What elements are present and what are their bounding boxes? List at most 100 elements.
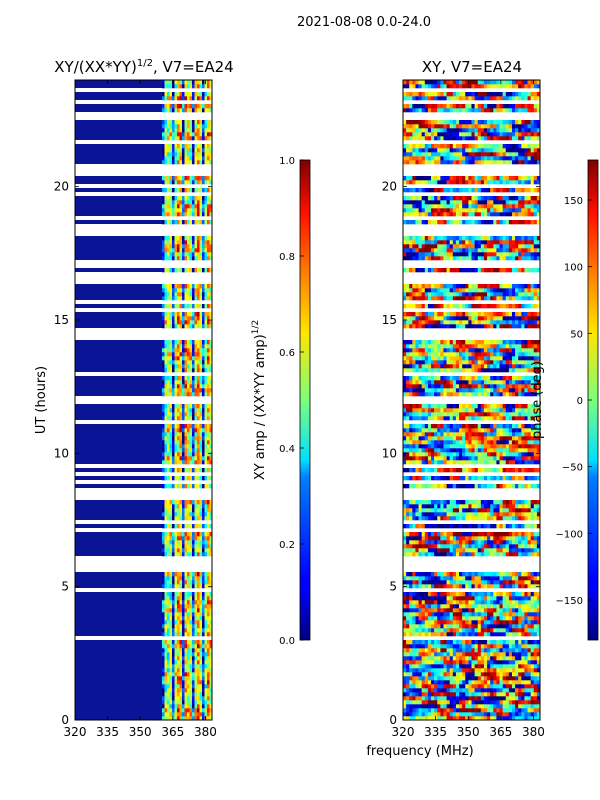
phase-cell <box>412 552 416 557</box>
amplitude-cell <box>184 600 188 605</box>
phase-cell <box>446 532 450 537</box>
amplitude-cell <box>166 644 170 649</box>
amplitude-cell <box>161 684 165 689</box>
phase-cell <box>459 648 463 653</box>
amplitude-cell <box>199 524 203 529</box>
amplitude-cell <box>75 340 162 344</box>
phase-cell <box>424 448 429 453</box>
amplitude-cell <box>166 708 170 713</box>
amplitude-cell <box>207 600 210 605</box>
amplitude-cell <box>197 444 200 449</box>
phase-cell <box>443 672 447 677</box>
amplitude-cell <box>166 128 170 133</box>
phase-cell <box>462 536 466 541</box>
phase-cell <box>415 460 419 465</box>
phase-cell <box>434 476 438 481</box>
phase-cell <box>455 652 460 657</box>
phase-cell <box>418 444 422 449</box>
amplitude-cell <box>207 144 210 149</box>
phase-cell <box>415 612 419 617</box>
phase-cell <box>477 640 482 645</box>
amplitude-cell <box>189 544 193 549</box>
phase-cell <box>424 460 429 465</box>
phase-cell <box>487 628 491 633</box>
phase-cell <box>403 436 407 441</box>
phase-cell <box>474 684 479 689</box>
amplitude-cell <box>164 324 168 329</box>
amplitude-cell <box>181 508 185 513</box>
amplitude-cell <box>202 460 205 465</box>
amplitude-cell <box>209 476 213 481</box>
phase-cell <box>424 612 429 617</box>
amplitude-cell <box>209 584 213 589</box>
amplitude-cell <box>176 212 180 217</box>
phase-cell <box>471 592 475 597</box>
phase-cell <box>437 640 441 645</box>
amplitude-cell <box>161 240 165 245</box>
amplitude-cell <box>189 712 193 717</box>
amplitude-cell <box>199 452 203 457</box>
phase-cell <box>490 692 494 697</box>
amplitude-cell <box>207 240 210 245</box>
phase-cell <box>471 608 475 613</box>
amplitude-cell <box>179 716 183 721</box>
phase-cell <box>499 484 503 489</box>
phase-cell <box>434 552 438 557</box>
phase-cell <box>421 452 426 457</box>
phase-cell <box>465 648 469 653</box>
phase-cell <box>409 688 413 693</box>
phase-cell <box>483 500 488 505</box>
amplitude-cell <box>207 320 210 325</box>
amplitude-cell <box>169 392 173 397</box>
phase-cell <box>521 444 525 449</box>
amplitude-cell <box>191 584 195 589</box>
amplitude-cell <box>169 552 173 557</box>
phase-cell <box>403 596 407 601</box>
amplitude-cell <box>75 608 162 612</box>
amplitude-cell <box>184 128 188 133</box>
phase-cell <box>515 484 519 489</box>
amplitude-cell <box>191 508 195 513</box>
amplitude-cell <box>186 428 190 433</box>
amplitude-cell <box>207 344 210 349</box>
phase-cell <box>499 680 503 685</box>
phase-cell <box>455 444 460 449</box>
phase-cell <box>527 676 531 681</box>
phase-cell <box>424 524 429 529</box>
amplitude-cell <box>207 176 210 181</box>
amplitude-cell <box>189 84 193 89</box>
amplitude-cell <box>176 504 180 509</box>
amplitude-cell <box>186 424 190 429</box>
amplitude-cell <box>194 320 198 325</box>
phase-cell <box>431 444 435 449</box>
phase-cell <box>403 440 407 445</box>
phase-cell <box>415 508 419 513</box>
amplitude-cell <box>75 160 162 164</box>
amplitude-cell <box>164 648 168 653</box>
amplitude-cell <box>174 124 178 129</box>
amplitude-cell <box>186 160 190 165</box>
phase-cell <box>452 656 457 661</box>
amplitude-cell <box>164 576 168 581</box>
phase-cell <box>434 536 438 541</box>
phase-cell <box>493 644 497 649</box>
phase-cell <box>487 544 491 549</box>
phase-cell <box>465 596 469 601</box>
amplitude-cell <box>204 692 208 697</box>
phase-cell <box>403 444 407 449</box>
phase-cell <box>490 612 494 617</box>
amplitude-cell <box>202 244 205 249</box>
phase-cell <box>474 672 479 677</box>
amplitude-cell <box>161 144 165 149</box>
phase-cell <box>530 512 535 517</box>
amplitude-cell <box>197 204 200 209</box>
phase-cell <box>480 460 485 465</box>
amplitude-cell <box>199 144 203 149</box>
phase-cell <box>409 524 413 529</box>
phase-cell <box>483 456 488 461</box>
amplitude-cell <box>161 344 165 349</box>
amplitude-cell <box>171 552 175 557</box>
phase-cell <box>431 612 435 617</box>
phase-cell <box>406 656 410 661</box>
amplitude-cell <box>197 696 200 701</box>
